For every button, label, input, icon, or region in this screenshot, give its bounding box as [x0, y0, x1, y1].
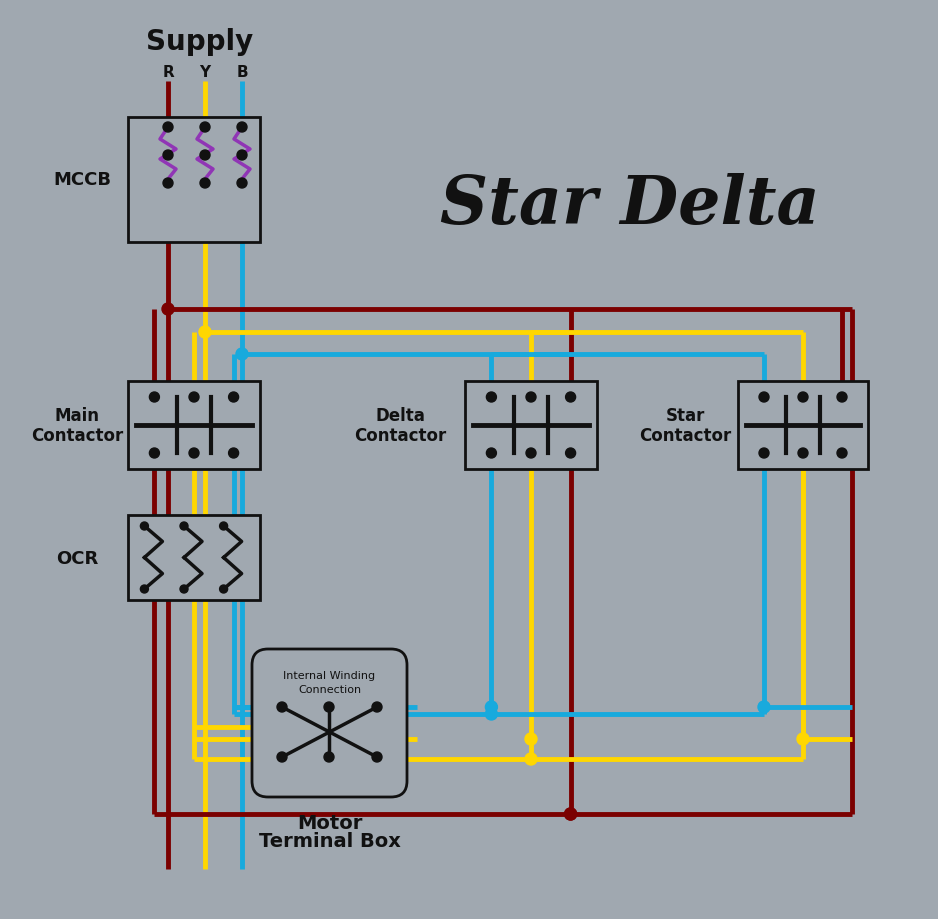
Circle shape — [163, 151, 173, 161]
Circle shape — [237, 151, 247, 161]
Text: Y: Y — [200, 64, 210, 79]
Bar — [128, 381, 260, 470]
Circle shape — [180, 585, 188, 594]
Text: Terminal Box: Terminal Box — [259, 832, 401, 851]
Circle shape — [162, 303, 174, 315]
Text: MCCB: MCCB — [53, 171, 111, 188]
Circle shape — [200, 123, 210, 133]
Bar — [128, 516, 260, 600]
Circle shape — [163, 123, 173, 133]
Circle shape — [236, 348, 248, 360]
Circle shape — [163, 179, 173, 188]
Circle shape — [759, 392, 769, 403]
Circle shape — [485, 701, 497, 713]
Circle shape — [189, 448, 199, 459]
Bar — [128, 118, 260, 243]
Bar — [465, 381, 597, 470]
Bar — [738, 381, 868, 470]
Circle shape — [526, 392, 536, 403]
Text: OCR: OCR — [56, 549, 98, 567]
Circle shape — [219, 585, 228, 594]
Circle shape — [199, 326, 211, 338]
Circle shape — [485, 709, 497, 720]
Circle shape — [565, 808, 577, 820]
Circle shape — [372, 752, 382, 762]
Text: Contactor: Contactor — [31, 426, 123, 445]
Text: R: R — [162, 64, 174, 79]
Text: Star Delta: Star Delta — [440, 173, 820, 237]
Text: Contactor: Contactor — [354, 426, 446, 445]
Circle shape — [229, 392, 238, 403]
Circle shape — [797, 733, 809, 745]
Circle shape — [200, 179, 210, 188]
Circle shape — [372, 702, 382, 712]
Circle shape — [277, 752, 287, 762]
Circle shape — [566, 392, 576, 403]
Circle shape — [141, 585, 148, 594]
Circle shape — [487, 448, 496, 459]
FancyBboxPatch shape — [252, 650, 407, 797]
Circle shape — [149, 392, 159, 403]
Circle shape — [229, 448, 238, 459]
Circle shape — [200, 151, 210, 161]
Circle shape — [141, 522, 148, 530]
Circle shape — [798, 392, 808, 403]
Circle shape — [237, 123, 247, 133]
Circle shape — [758, 701, 770, 713]
Circle shape — [324, 752, 334, 762]
Text: Star: Star — [665, 406, 704, 425]
Circle shape — [324, 702, 334, 712]
Circle shape — [837, 448, 847, 459]
Text: Delta: Delta — [375, 406, 425, 425]
Circle shape — [525, 754, 537, 766]
Text: Main: Main — [54, 406, 99, 425]
Circle shape — [237, 179, 247, 188]
Circle shape — [180, 522, 188, 530]
Circle shape — [566, 448, 576, 459]
Text: Connection: Connection — [298, 685, 361, 694]
Circle shape — [219, 522, 228, 530]
Circle shape — [189, 392, 199, 403]
Circle shape — [149, 448, 159, 459]
Text: Motor: Motor — [296, 813, 362, 833]
Circle shape — [487, 392, 496, 403]
Circle shape — [526, 448, 536, 459]
Circle shape — [759, 448, 769, 459]
Text: B: B — [236, 64, 248, 79]
Circle shape — [565, 808, 577, 820]
Circle shape — [798, 448, 808, 459]
Circle shape — [277, 702, 287, 712]
Text: Internal Winding: Internal Winding — [283, 670, 375, 680]
Circle shape — [837, 392, 847, 403]
Text: Contactor: Contactor — [639, 426, 731, 445]
Circle shape — [525, 733, 537, 745]
Text: Supply: Supply — [146, 28, 253, 56]
